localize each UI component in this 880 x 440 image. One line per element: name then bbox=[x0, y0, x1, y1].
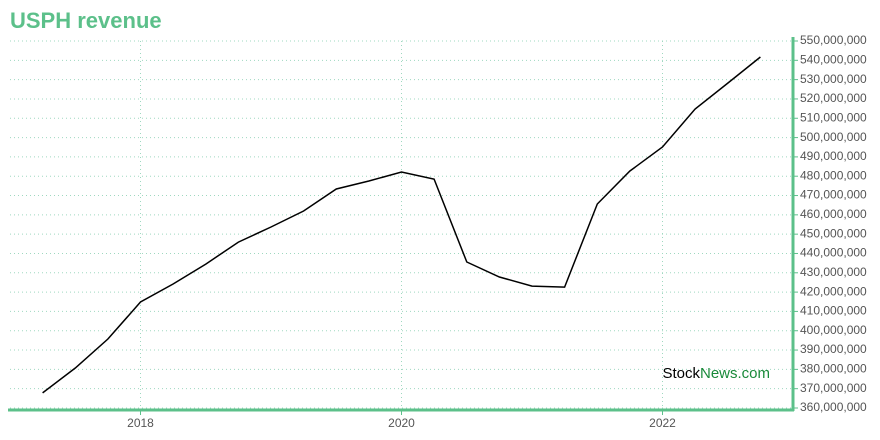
watermark: StockNews.com bbox=[662, 365, 770, 382]
y-tick-label: 510,000,000 bbox=[800, 110, 867, 124]
y-tick-label: 490,000,000 bbox=[800, 149, 867, 163]
y-tick-label: 450,000,000 bbox=[800, 226, 867, 240]
y-tick-label: 500,000,000 bbox=[800, 130, 867, 144]
y-tick-label: 520,000,000 bbox=[800, 91, 867, 105]
watermark-suffix: News.com bbox=[700, 365, 770, 382]
y-tick-label: 430,000,000 bbox=[800, 265, 867, 279]
y-tick-label: 400,000,000 bbox=[800, 323, 867, 337]
watermark-prefix: Stock bbox=[662, 365, 700, 382]
y-tick-label: 470,000,000 bbox=[800, 188, 867, 202]
y-tick-label: 550,000,000 bbox=[800, 33, 867, 47]
x-tick-label: 2020 bbox=[388, 416, 415, 430]
y-tick-label: 420,000,000 bbox=[800, 284, 867, 298]
y-tick-label: 480,000,000 bbox=[800, 168, 867, 182]
y-tick-label: 410,000,000 bbox=[800, 304, 867, 318]
y-tick-label: 530,000,000 bbox=[800, 72, 867, 86]
y-tick-label: 390,000,000 bbox=[800, 342, 867, 356]
x-tick-label: 2018 bbox=[127, 416, 154, 430]
y-tick-label: 370,000,000 bbox=[800, 381, 867, 395]
line bbox=[42, 56, 761, 394]
y-tick-label: 460,000,000 bbox=[800, 207, 867, 221]
chart-title: USPH revenue bbox=[10, 8, 162, 33]
y-tick-label: 540,000,000 bbox=[800, 52, 867, 66]
y-tick-label: 440,000,000 bbox=[800, 246, 867, 260]
y-tick-label: 360,000,000 bbox=[800, 400, 867, 414]
x-tick-label: 2022 bbox=[649, 416, 676, 430]
y-tick-label: 380,000,000 bbox=[800, 362, 867, 376]
